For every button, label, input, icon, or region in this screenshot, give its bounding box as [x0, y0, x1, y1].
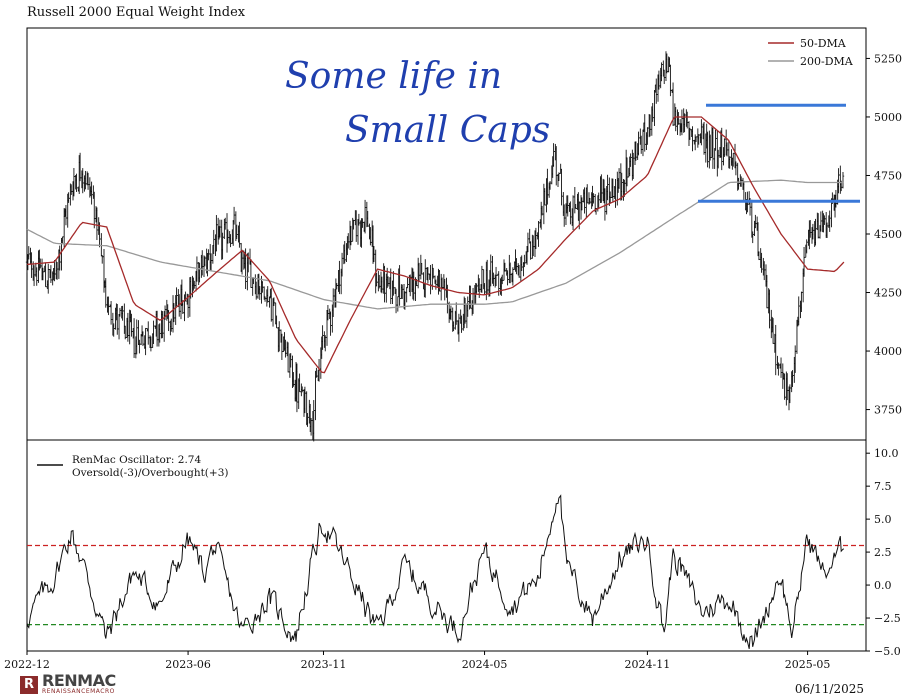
- price-legend: 50-DMA 200-DMA: [768, 37, 854, 68]
- oscillator-line: [26, 494, 845, 650]
- price-ytick-label: 3750: [874, 404, 902, 417]
- xtick-label: 2023-06: [165, 658, 211, 671]
- xtick-label: 2022-12: [4, 658, 50, 671]
- price-ytick-label: 4000: [874, 345, 902, 358]
- xtick-label: 2024-11: [625, 658, 671, 671]
- dma50-line: [26, 116, 845, 374]
- osc-ytick-label: 0.0: [874, 579, 892, 592]
- annotation-line-2: Small Caps: [345, 110, 550, 151]
- price-bars: [25, 51, 845, 442]
- logo-subtext: RENAISSANCEMACRO: [42, 688, 115, 695]
- osc-ytick-label: 5.0: [874, 513, 892, 526]
- legend-label-50dma: 50-DMA: [800, 37, 847, 50]
- xtick-label: 2024-05: [462, 658, 508, 671]
- price-ytick-label: 5000: [874, 111, 902, 124]
- logo-mark-icon: R: [20, 675, 38, 694]
- xtick-label: 2025-05: [785, 658, 831, 671]
- price-ytick-label: 4500: [874, 228, 902, 241]
- dma200-line: [26, 179, 844, 310]
- xtick-label: 2023-11: [301, 658, 347, 671]
- legend-label-thresholds: Oversold(-3)/Overbought(+3): [72, 467, 228, 479]
- osc-ytick-label: 2.5: [874, 546, 892, 559]
- osc-ytick-label: −5.0: [874, 645, 901, 658]
- logo-text: RENMAC: [42, 671, 116, 690]
- chart-title: Russell 2000 Equal Weight Index: [27, 5, 246, 20]
- legend-label-200dma: 200-DMA: [800, 55, 854, 68]
- price-ytick-label: 4750: [874, 169, 902, 182]
- price-ytick-label: 4250: [874, 287, 902, 300]
- oscillator-legend: RenMac Oscillator: 2.74Oversold(-3)/Over…: [37, 454, 228, 479]
- osc-ytick-label: 10.0: [874, 447, 899, 460]
- price-ytick-label: 5250: [874, 52, 902, 65]
- report-date: 06/11/2025: [794, 682, 864, 696]
- renmac-logo: R RENMAC RENAISSANCEMACRO: [20, 671, 116, 695]
- osc-ytick-label: −2.5: [874, 612, 901, 625]
- annotation-line-1: Some life in: [285, 56, 502, 97]
- osc-ytick-label: 7.5: [874, 480, 892, 493]
- legend-label-oscillator: RenMac Oscillator: 2.74: [72, 454, 201, 466]
